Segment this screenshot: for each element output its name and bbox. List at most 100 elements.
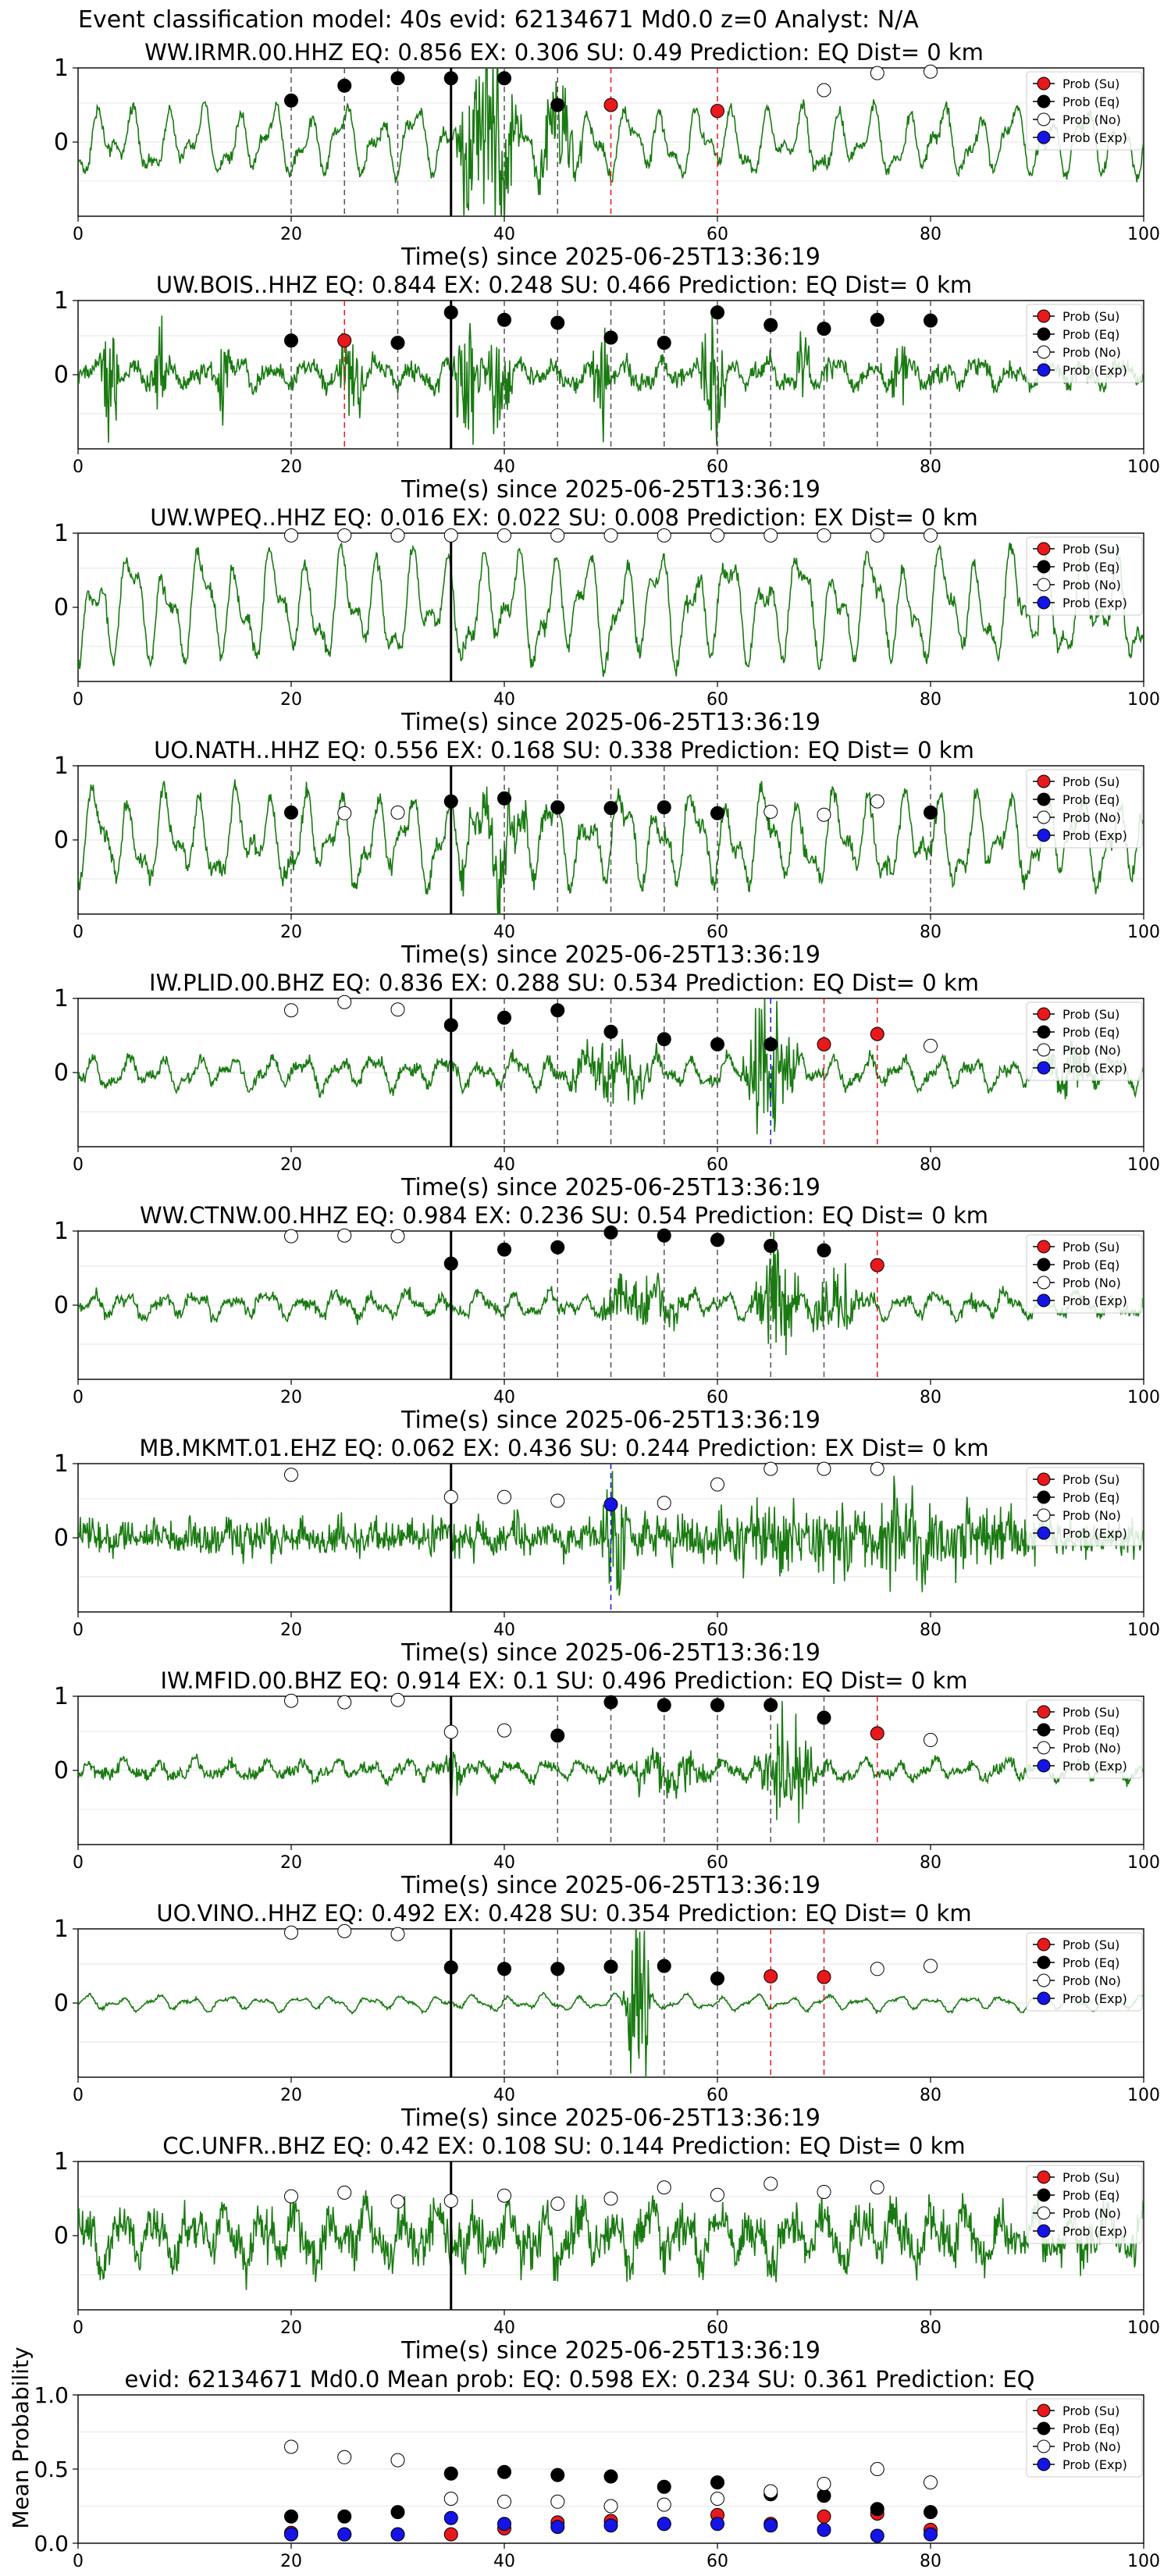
prob-point-no bbox=[924, 1959, 938, 1973]
legend-marker-eq bbox=[1037, 327, 1051, 341]
legend-label-su: Prob (Su) bbox=[1062, 1705, 1119, 1720]
mean-point-no bbox=[550, 2494, 565, 2509]
legend-marker-no bbox=[1037, 578, 1051, 592]
x-tick-label: 60 bbox=[707, 1853, 728, 1873]
mean-point-no bbox=[443, 2492, 458, 2506]
legend-marker-exp bbox=[1037, 1759, 1051, 1773]
x-tick-label: 60 bbox=[707, 1155, 728, 1175]
x-tick-label: 20 bbox=[280, 1388, 302, 1407]
prob-point-no bbox=[870, 794, 884, 809]
legend-label-eq: Prob (Eq) bbox=[1062, 2188, 1119, 2203]
x-tick-label: 40 bbox=[493, 1853, 515, 1873]
prob-point-eq bbox=[603, 1959, 618, 1974]
x-tick-label: 0 bbox=[73, 1853, 84, 1873]
legend-label-su: Prob (Su) bbox=[1062, 542, 1119, 557]
prob-point-no bbox=[763, 528, 778, 543]
y-tick-label: 1 bbox=[54, 55, 69, 82]
prob-point-no bbox=[817, 807, 831, 822]
legend-label-no: Prob (No) bbox=[1062, 345, 1121, 360]
x-axis-label: Time(s) since 2025-06-25T13:36:19 bbox=[400, 2337, 820, 2364]
mean-point-exp bbox=[443, 2510, 458, 2525]
legend-marker-no bbox=[1037, 1741, 1051, 1755]
prob-point-no bbox=[497, 528, 511, 543]
waveform-trace bbox=[78, 542, 1144, 678]
prob-point-eq bbox=[550, 1240, 565, 1254]
x-tick-label: 0 bbox=[73, 1155, 84, 1175]
legend-label-eq: Prob (Eq) bbox=[1062, 560, 1119, 575]
prob-point-eq bbox=[550, 800, 565, 815]
x-tick-label: 80 bbox=[920, 1853, 941, 1873]
legend-marker-su bbox=[1037, 774, 1051, 788]
panel-IW.PLID.00.BHZ: 0 20 40 60 80 100 1 0 IW.PLID.00.BHZ EQ: 0.836 E… bbox=[54, 970, 1160, 1201]
prob-point-eq bbox=[763, 1037, 778, 1051]
x-tick-label: 40 bbox=[493, 923, 515, 942]
prob-point-eq bbox=[603, 330, 618, 345]
panel-mean-probability: 0 20 40 60 80 100 0.0 0.5 1.0 evid: 62134671 Md0.… bbox=[8, 2347, 1160, 2571]
panel-title: WW.CTNW.00.HHZ EQ: 0.984 EX: 0.236 SU: 0… bbox=[140, 1202, 988, 1229]
mean-point-exp bbox=[657, 2517, 671, 2532]
x-tick-label: 60 bbox=[707, 1388, 728, 1407]
prob-point-eq bbox=[443, 794, 458, 809]
prob-point-eq bbox=[924, 805, 938, 820]
legend-marker-su bbox=[1037, 1937, 1051, 1952]
panel-UW.BOIS..HHZ: 0 20 40 60 80 100 1 0 UW.BOIS..HHZ EQ: 0.844 EX:… bbox=[54, 272, 1160, 503]
x-tick-label: 20 bbox=[280, 225, 302, 244]
legend-marker-exp bbox=[1037, 2224, 1051, 2238]
legend-label-no: Prob (No) bbox=[1062, 112, 1121, 127]
prob-point-su bbox=[337, 333, 352, 348]
x-tick-label: 20 bbox=[280, 923, 302, 942]
prob-point-eq bbox=[657, 1698, 671, 1713]
x-tick-label: 100 bbox=[1127, 225, 1160, 244]
prob-point-no bbox=[443, 528, 458, 543]
prob-point-eq bbox=[497, 312, 511, 327]
waveform-trace bbox=[78, 2186, 1144, 2290]
prob-point-no bbox=[603, 528, 618, 543]
prob-point-no bbox=[924, 64, 938, 79]
x-tick-label: 80 bbox=[920, 225, 941, 244]
prob-point-no bbox=[337, 528, 352, 543]
y-tick-label: 0.0 bbox=[34, 2531, 69, 2556]
prob-point-no bbox=[924, 1038, 938, 1053]
legend-marker-eq bbox=[1037, 1258, 1051, 1272]
prob-point-no bbox=[337, 1228, 352, 1243]
prob-point-eq bbox=[657, 800, 671, 815]
mean-point-eq bbox=[284, 2509, 298, 2524]
prob-point-no bbox=[817, 83, 831, 98]
y-tick-label: 0 bbox=[54, 1059, 69, 1087]
x-tick-label: 0 bbox=[73, 225, 84, 244]
prob-point-eq bbox=[550, 1728, 565, 1743]
panel-IW.MFID.00.BHZ: 0 20 40 60 80 100 1 0 IW.MFID.00.BHZ EQ: 0.914 E… bbox=[54, 1667, 1160, 1899]
mean-point-exp bbox=[924, 2527, 938, 2542]
prob-point-eq bbox=[284, 333, 298, 348]
prob-point-no bbox=[337, 1695, 352, 1710]
legend-marker-exp bbox=[1037, 1293, 1051, 1308]
mean-point-su bbox=[443, 2527, 458, 2542]
prob-point-no bbox=[284, 528, 298, 543]
panel-title: CC.UNFR..BHZ EQ: 0.42 EX: 0.108 SU: 0.14… bbox=[162, 2133, 965, 2159]
x-tick-label: 0 bbox=[73, 2086, 84, 2105]
x-tick-label: 20 bbox=[280, 457, 302, 477]
legend-marker-eq bbox=[1037, 792, 1051, 806]
x-tick-label: 60 bbox=[707, 2552, 728, 2571]
x-tick-label: 100 bbox=[1127, 1155, 1160, 1175]
prob-point-eq bbox=[817, 1243, 831, 1258]
mean-point-exp bbox=[284, 2527, 298, 2542]
mean-point-no bbox=[657, 2497, 671, 2512]
prob-point-su bbox=[870, 1258, 884, 1272]
prob-point-eq bbox=[924, 313, 938, 328]
prob-point-no bbox=[284, 1003, 298, 1018]
x-tick-label: 20 bbox=[280, 2086, 302, 2105]
y-tick-label: 1 bbox=[54, 1916, 69, 1943]
mean-point-exp bbox=[390, 2527, 405, 2542]
prob-point-no bbox=[443, 1724, 458, 1739]
legend-label-eq: Prob (Eq) bbox=[1062, 2421, 1119, 2436]
prob-point-no bbox=[390, 1692, 405, 1707]
legend-marker-no bbox=[1037, 810, 1051, 824]
prob-point-no bbox=[443, 2194, 458, 2208]
legend-marker-su bbox=[1037, 1705, 1051, 1719]
prob-point-eq bbox=[550, 315, 565, 330]
x-tick-label: 40 bbox=[493, 225, 515, 244]
prob-point-no bbox=[284, 1468, 298, 1482]
legend-label-eq: Prob (Eq) bbox=[1062, 327, 1119, 342]
prob-point-eq bbox=[870, 312, 884, 327]
